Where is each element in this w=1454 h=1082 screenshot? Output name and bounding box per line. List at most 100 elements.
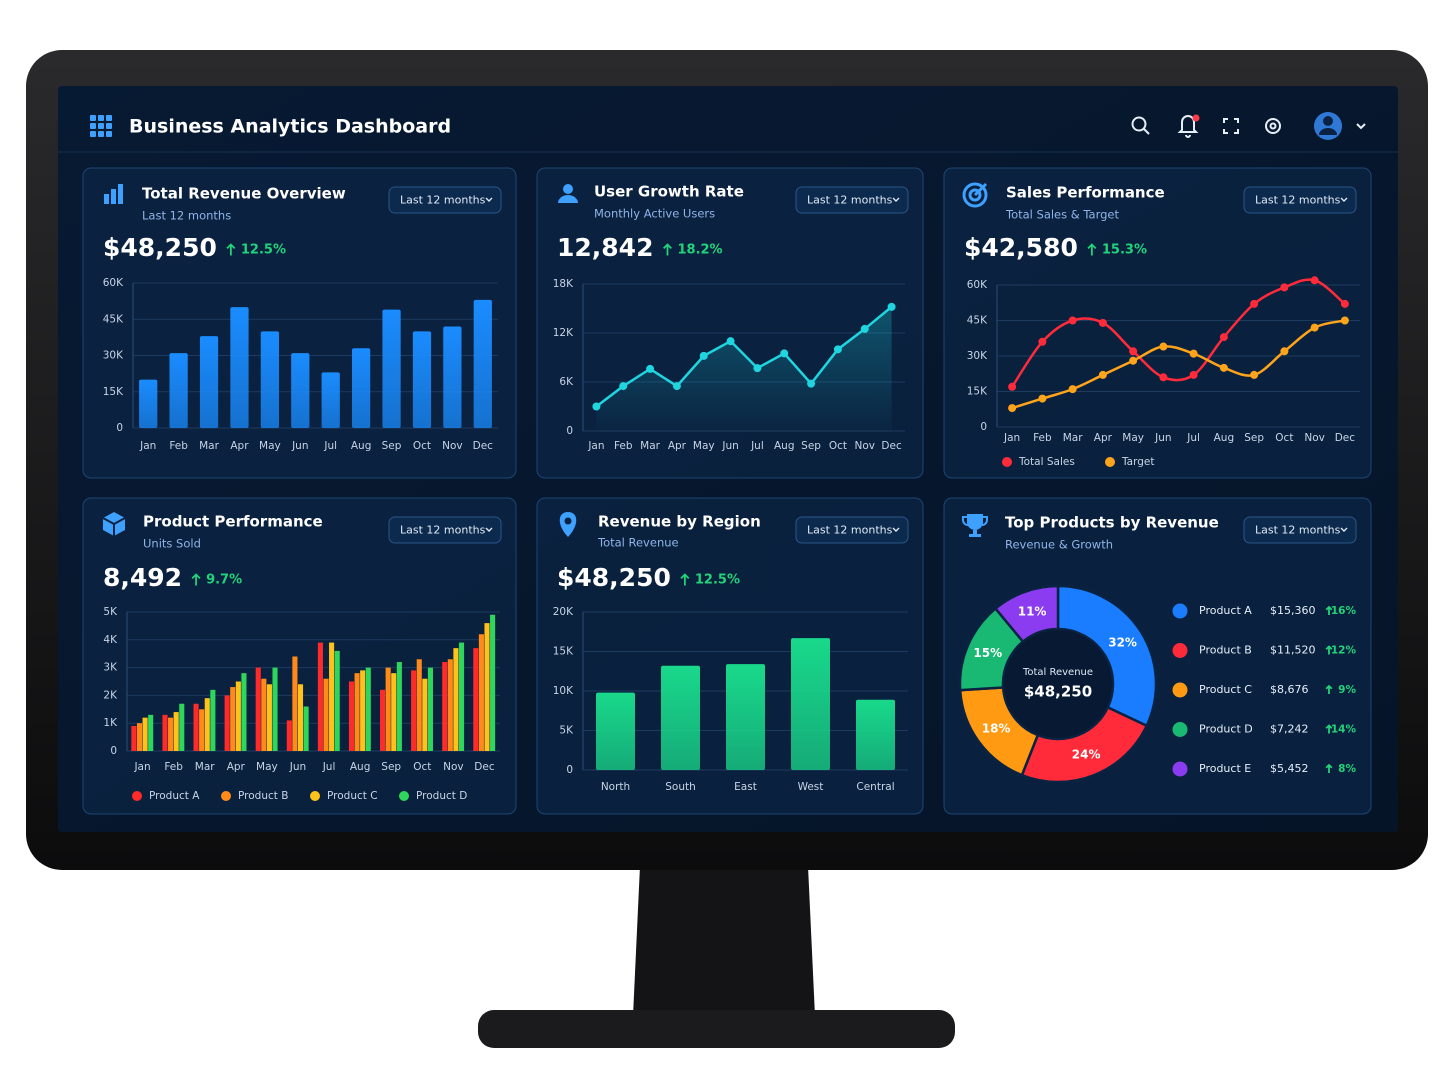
line-point xyxy=(1219,333,1228,342)
bar xyxy=(354,673,360,751)
center-label: Total Revenue xyxy=(1022,667,1093,678)
line-point xyxy=(1129,347,1138,356)
x-tick-label: Oct xyxy=(413,761,431,773)
kpi-value: $48,250 xyxy=(103,233,217,262)
icon xyxy=(104,194,109,204)
y-tick-label: 10K xyxy=(553,685,574,697)
bar xyxy=(139,379,158,428)
profile-chevron[interactable] xyxy=(1356,123,1366,130)
up-arrow xyxy=(1325,645,1333,655)
panel-subtitle: Total Revenue xyxy=(597,536,679,550)
bar xyxy=(416,659,422,751)
kpi-value: 8,492 xyxy=(103,563,182,592)
legend-label: Target xyxy=(1121,456,1154,468)
bar xyxy=(365,667,371,751)
search-icon[interactable] xyxy=(1131,116,1150,135)
bar xyxy=(255,667,261,751)
panel-icon xyxy=(102,512,126,536)
y-tick-label: 5K xyxy=(559,725,574,737)
bar xyxy=(136,723,143,751)
period-label: Last 12 months xyxy=(400,194,486,207)
segment-label: 11% xyxy=(1018,605,1047,619)
legend-label: Product D xyxy=(1199,723,1253,736)
segment-label: 24% xyxy=(1072,748,1101,762)
y-tick-label: 12K xyxy=(553,327,574,339)
bar xyxy=(261,678,267,751)
monitor-base xyxy=(478,1010,955,1048)
fullscreen-icon[interactable] xyxy=(1223,118,1239,134)
legend-amount: $15,360 xyxy=(1270,604,1316,617)
panel xyxy=(82,167,517,479)
legend-label: Total Sales xyxy=(1018,456,1075,468)
kpi-change: 18.2% xyxy=(677,243,722,258)
x-tick-label: Mar xyxy=(195,761,215,773)
y-tick-label: 15K xyxy=(553,646,574,658)
dropdown-chevron xyxy=(892,527,900,532)
bar xyxy=(329,642,335,751)
bar xyxy=(317,642,323,751)
panel-icon xyxy=(104,184,123,204)
avatar[interactable] xyxy=(1314,112,1342,140)
bar xyxy=(224,695,230,751)
settings-icon[interactable] xyxy=(1265,118,1281,134)
dropdown-chevron xyxy=(892,197,900,202)
bar xyxy=(292,656,298,751)
line-point xyxy=(1038,394,1047,403)
x-tick-label: Jul xyxy=(322,761,336,773)
bar xyxy=(396,662,402,751)
bar xyxy=(380,689,386,751)
bar xyxy=(412,331,432,428)
period-dropdown[interactable] xyxy=(388,516,502,544)
x-tick-label: Sep xyxy=(382,440,402,452)
bar xyxy=(323,678,329,751)
period-dropdown[interactable] xyxy=(388,186,502,214)
period-dropdown[interactable] xyxy=(1243,516,1357,544)
period-dropdown[interactable] xyxy=(1243,186,1357,214)
period-dropdown[interactable] xyxy=(795,516,909,544)
x-tick-label: Aug xyxy=(774,440,795,452)
kpi-change: 12.5% xyxy=(695,573,740,588)
bar xyxy=(297,684,304,751)
x-tick-label: Jul xyxy=(750,440,764,452)
bar xyxy=(382,309,401,428)
bar xyxy=(443,326,462,428)
x-tick-label: May xyxy=(1122,432,1144,444)
notification-icon[interactable] xyxy=(1177,115,1199,138)
bar xyxy=(260,331,279,428)
icon xyxy=(111,189,116,204)
panel xyxy=(82,497,517,815)
line-point xyxy=(592,402,601,411)
panel-title: Sales Performance xyxy=(1006,184,1165,202)
period-label: Last 12 months xyxy=(400,524,486,537)
app-grid-icon[interactable] xyxy=(90,115,112,137)
y-tick-label: 4K xyxy=(103,634,118,646)
x-tick-label: Oct xyxy=(1275,432,1293,444)
y-tick-label: 0 xyxy=(116,422,123,434)
x-tick-label: Jan xyxy=(587,440,604,452)
icon xyxy=(564,517,572,525)
kpi-change: 12.5% xyxy=(241,243,286,258)
period-dropdown[interactable] xyxy=(795,186,909,214)
up-arrow xyxy=(1325,763,1333,773)
kpi-change: 15.3% xyxy=(1102,243,1147,258)
bar xyxy=(204,698,210,751)
bar xyxy=(360,670,366,751)
period-label: Last 12 months xyxy=(807,524,893,537)
up-arrow xyxy=(662,243,672,256)
icon xyxy=(102,517,126,536)
x-tick-label: Sep xyxy=(1244,432,1264,444)
panel-subtitle: Monthly Active Users xyxy=(594,207,715,221)
line-point xyxy=(1038,337,1047,346)
x-tick-label: Jul xyxy=(323,440,337,452)
bar xyxy=(458,642,465,751)
x-tick-label: West xyxy=(798,781,824,793)
bar xyxy=(235,681,241,751)
x-tick-label: Apr xyxy=(1094,432,1113,444)
period-label: Last 12 months xyxy=(1255,524,1341,537)
bar xyxy=(230,307,249,428)
bar xyxy=(422,678,428,751)
line-point xyxy=(726,337,735,346)
legend-amount: $8,676 xyxy=(1270,683,1309,696)
bar xyxy=(473,299,492,428)
line-point xyxy=(1280,283,1289,292)
